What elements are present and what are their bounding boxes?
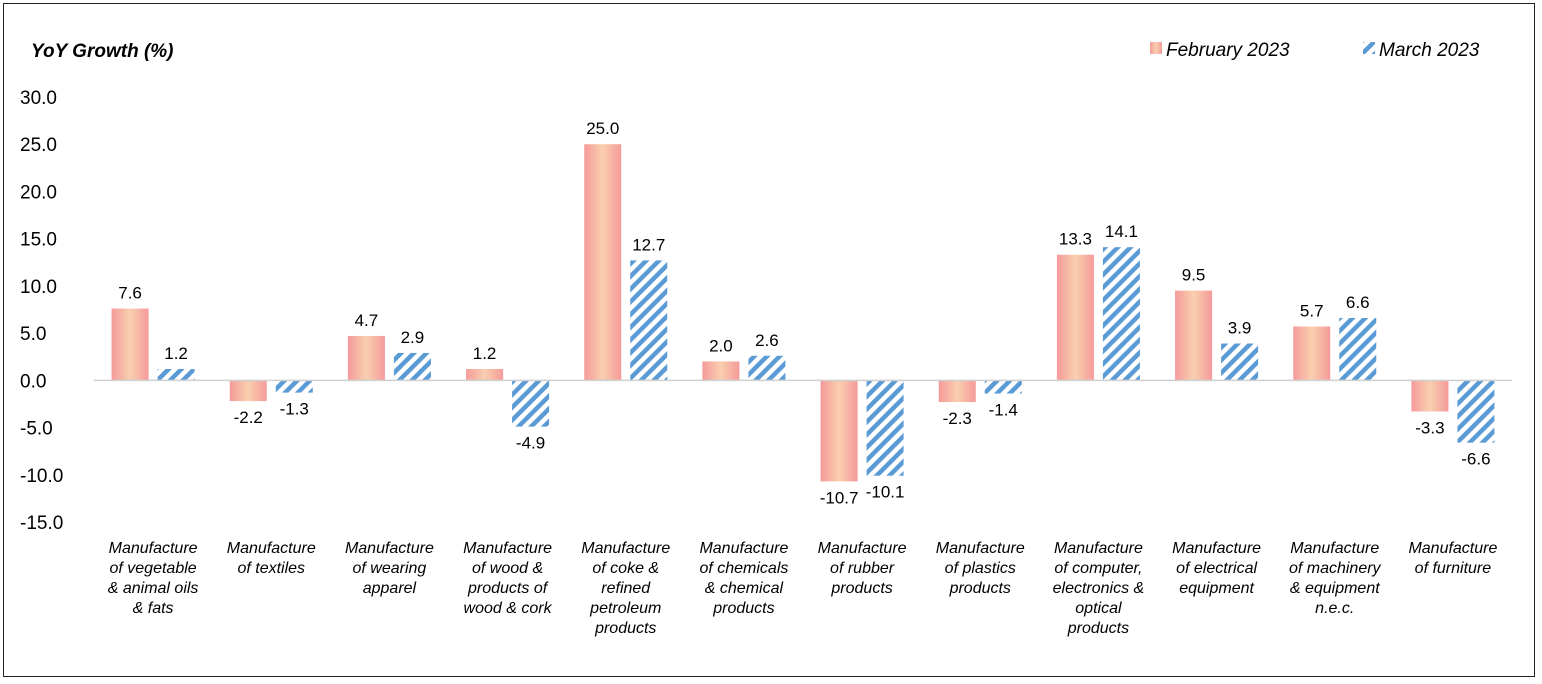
category-label: Manufacture of wood & products of wood & co… bbox=[463, 540, 552, 617]
bar-march bbox=[1339, 318, 1377, 381]
data-label: -2.3 bbox=[943, 409, 972, 428]
y-tick-label: -5.0 bbox=[20, 419, 53, 440]
bar-february bbox=[229, 380, 267, 402]
data-label: 1.2 bbox=[164, 344, 188, 363]
bar-march bbox=[512, 380, 550, 427]
data-label: -2.2 bbox=[234, 408, 263, 427]
bar-february bbox=[584, 144, 622, 381]
bars bbox=[111, 144, 1495, 482]
data-label: 2.6 bbox=[755, 331, 779, 350]
legend-swatch-march bbox=[1363, 42, 1375, 54]
data-label: 6.6 bbox=[1346, 293, 1370, 312]
data-label: 25.0 bbox=[586, 119, 619, 138]
legend: February 2023 March 2023 bbox=[1150, 40, 1480, 61]
bar-february bbox=[111, 308, 149, 381]
data-label: 5.7 bbox=[1300, 302, 1324, 321]
data-label: 3.9 bbox=[1228, 319, 1252, 338]
data-labels: 7.6 -2.2 4.7 1.2 25.0 2.0 -10.7 -2.3 13.3 9.5 5.7 -… bbox=[118, 119, 1490, 507]
category-label: Manufacture of computer, electronics & opti… bbox=[1053, 540, 1145, 637]
bar-march bbox=[866, 380, 904, 476]
y-tick-label: 0.0 bbox=[20, 371, 46, 392]
bar-february bbox=[1175, 290, 1213, 381]
data-label: -1.4 bbox=[989, 401, 1018, 420]
data-label: -4.9 bbox=[516, 434, 545, 453]
bar-february bbox=[1056, 254, 1094, 381]
data-label: -10.7 bbox=[820, 488, 859, 507]
bar-march bbox=[1457, 380, 1495, 443]
category-label: Manufacture of wearing apparel bbox=[345, 540, 434, 597]
y-tick-label: 5.0 bbox=[20, 324, 46, 345]
bar-february bbox=[938, 380, 976, 403]
y-tick-label: 15.0 bbox=[20, 230, 57, 251]
legend-label: February 2023 bbox=[1166, 40, 1290, 61]
category-label: Manufacture of plastics products bbox=[936, 540, 1025, 597]
bar-march bbox=[1102, 247, 1140, 381]
category-label: Manufacture of vegetable & animal oils & fa… bbox=[108, 540, 199, 617]
data-label: 4.7 bbox=[355, 311, 379, 330]
bar-february bbox=[820, 380, 858, 482]
bar-march bbox=[630, 260, 668, 381]
chart-frame bbox=[3, 3, 1535, 677]
data-label: -6.6 bbox=[1461, 450, 1490, 469]
bar-march bbox=[984, 380, 1022, 394]
legend-swatch-february bbox=[1150, 42, 1162, 54]
category-label: Manufacture of electrical equipment bbox=[1172, 540, 1261, 597]
y-tick-label: 25.0 bbox=[20, 135, 57, 156]
bar-february bbox=[1411, 380, 1449, 412]
bar-march bbox=[748, 355, 786, 381]
data-label: 2.0 bbox=[709, 336, 733, 355]
y-tick-label: 30.0 bbox=[20, 88, 57, 109]
category-label: Manufacture of furniture bbox=[1408, 540, 1497, 577]
category-label: Manufacture of textiles bbox=[227, 540, 316, 577]
data-label: 7.6 bbox=[118, 284, 142, 303]
y-tick-label: -10.0 bbox=[20, 466, 63, 487]
chart-title: YoY Growth (%) bbox=[31, 41, 174, 62]
data-label: 9.5 bbox=[1182, 266, 1206, 285]
bar-march bbox=[275, 380, 313, 393]
bar-february bbox=[466, 369, 504, 381]
y-tick-label: 20.0 bbox=[20, 182, 57, 203]
data-label: 12.7 bbox=[632, 235, 665, 254]
category-label: Manufacture of coke & refined petroleum prod… bbox=[581, 540, 670, 637]
data-label: 1.2 bbox=[473, 344, 497, 363]
data-label: -3.3 bbox=[1415, 419, 1444, 438]
data-label: -1.3 bbox=[280, 400, 309, 419]
bar-february bbox=[1293, 326, 1331, 381]
bar-march bbox=[393, 352, 431, 381]
data-label: 2.9 bbox=[401, 328, 425, 347]
legend-label: March 2023 bbox=[1379, 40, 1480, 61]
category-label: Manufacture of machinery & equipment n.e.c. bbox=[1289, 540, 1382, 617]
bar-march bbox=[1221, 343, 1259, 381]
bar-march bbox=[157, 369, 195, 381]
y-tick-label: -15.0 bbox=[20, 513, 63, 534]
y-axis: 30.0 25.0 20.0 15.0 10.0 5.0 0.0 -5.0 -10.0 -15.0 bbox=[20, 88, 63, 534]
category-label: Manufacture of rubber products bbox=[818, 540, 907, 597]
y-tick-label: 10.0 bbox=[20, 277, 57, 298]
category-label: Manufacture of chemicals & chemical product… bbox=[699, 540, 788, 617]
data-label: 14.1 bbox=[1105, 222, 1138, 241]
bar-february bbox=[702, 361, 740, 381]
bar-february bbox=[347, 335, 385, 381]
data-label: 13.3 bbox=[1059, 230, 1092, 249]
category-labels: Manufacture of vegetable & animal oils & fa… bbox=[108, 540, 1498, 637]
data-label: -10.1 bbox=[866, 483, 905, 502]
